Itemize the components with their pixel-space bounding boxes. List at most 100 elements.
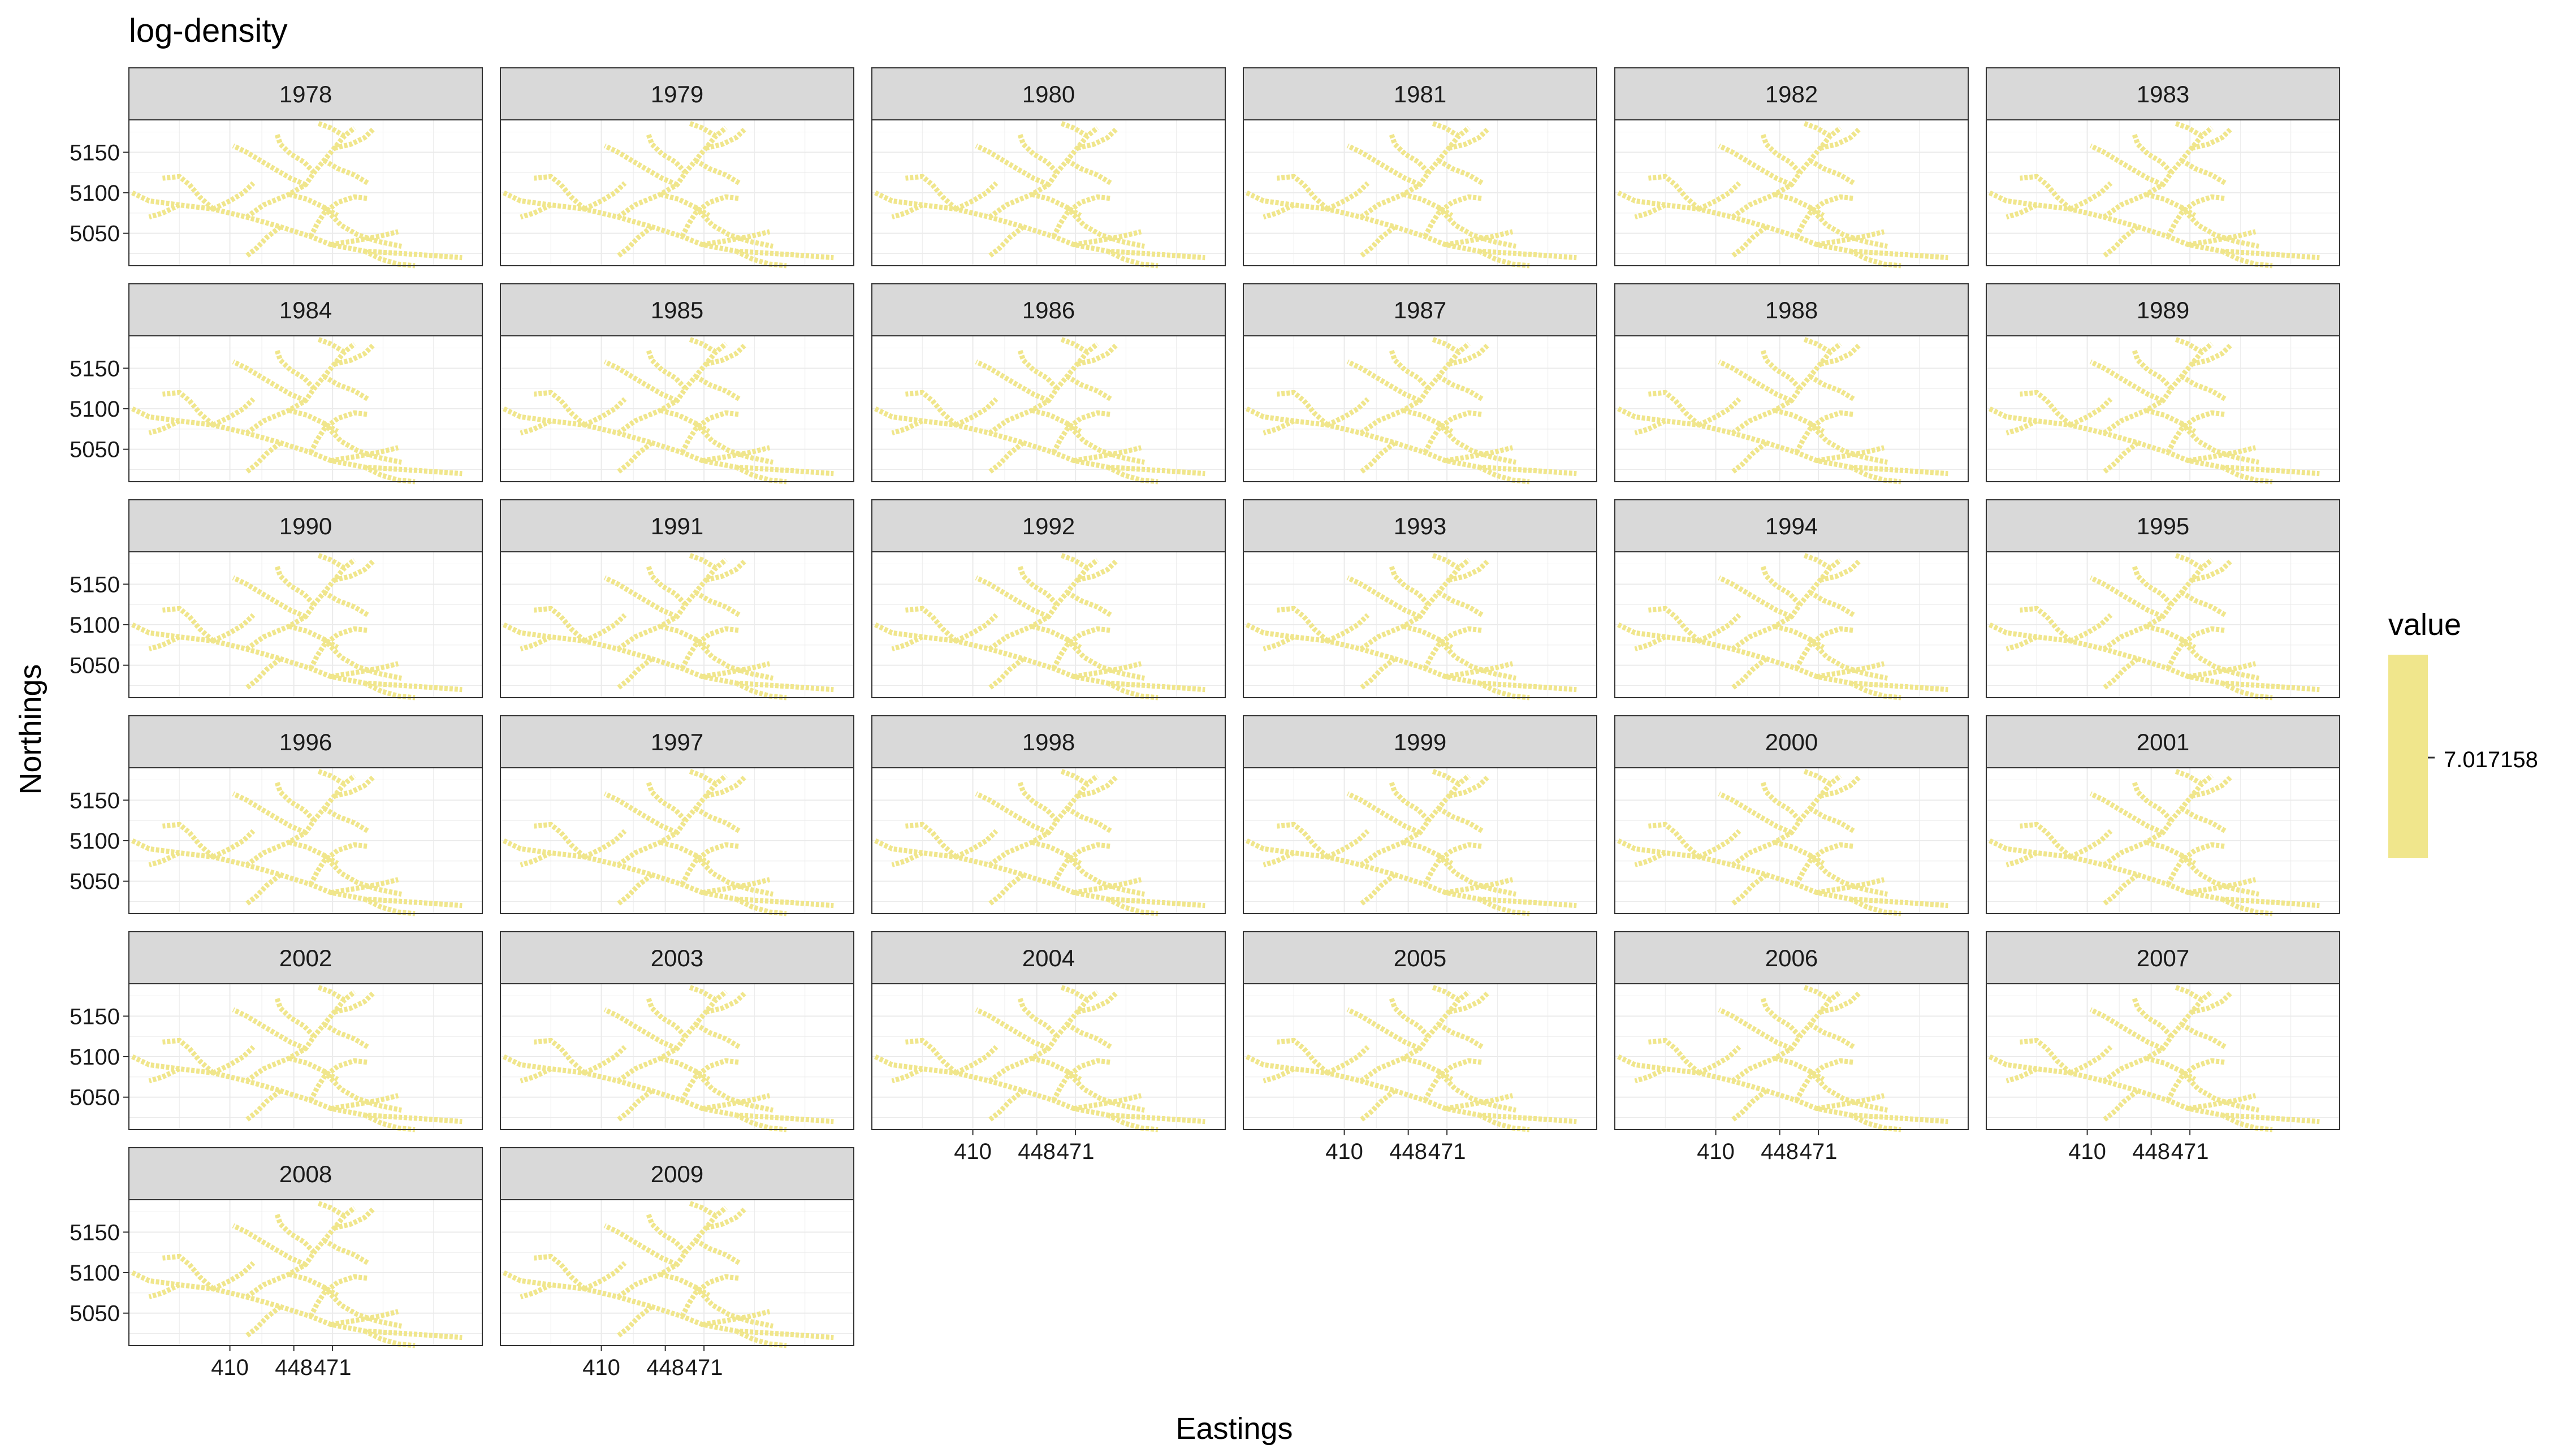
x-tick-label: 471 — [1057, 1139, 1095, 1164]
river-segment — [688, 768, 718, 786]
river-segment — [211, 829, 256, 859]
river-segment — [1648, 390, 1701, 427]
river-segment — [603, 1007, 678, 1051]
river-segment — [694, 158, 741, 185]
gridlines — [1986, 120, 2340, 266]
river-segment — [1073, 229, 1142, 248]
river-segment — [2089, 791, 2164, 835]
river-segment — [1065, 421, 1146, 465]
river-segment — [659, 624, 711, 650]
y-tick-label: 5050 — [70, 654, 120, 678]
density-cells — [131, 768, 463, 916]
river-segment — [330, 445, 399, 464]
river-segment — [1423, 410, 1483, 454]
river-segment — [330, 877, 399, 896]
river-segment — [1389, 781, 1430, 823]
river-segment — [274, 1213, 316, 1255]
facet-strip — [1614, 931, 1969, 984]
river-segment — [211, 1045, 256, 1075]
facet-panel: 1987 — [1243, 283, 1597, 485]
river-segment — [322, 421, 403, 465]
river-segment — [2069, 829, 2113, 859]
y-tick-label: 5050 — [70, 222, 120, 247]
legend-label: 7.017158 — [2444, 747, 2538, 772]
river-segment — [1065, 1022, 1112, 1049]
facet-strip-label: 1987 — [1394, 297, 1446, 323]
river-segment — [1477, 681, 1530, 700]
river-segment — [363, 1329, 416, 1348]
river-segment — [245, 656, 282, 690]
river-segment — [1816, 661, 1885, 680]
river-segment — [330, 1093, 399, 1112]
river-segment — [646, 997, 688, 1039]
river-segment — [2069, 1045, 2113, 1075]
river-segment — [2179, 637, 2260, 681]
river-segment — [1436, 421, 1517, 465]
river-segment — [1774, 192, 1825, 218]
y-tick-label: 5100 — [70, 181, 120, 206]
x-tick-label: 410 — [211, 1355, 249, 1380]
river-segment — [308, 842, 369, 886]
x-tick-label: 410 — [1697, 1139, 1735, 1164]
river-segment — [1277, 390, 1329, 427]
river-segment — [520, 1282, 552, 1300]
gridlines — [129, 336, 482, 482]
density-cells — [1617, 336, 1948, 485]
facet-panel: 2002 5050 5100 5150 — [70, 931, 483, 1132]
river-segment — [2069, 181, 2113, 211]
y-tick-label: 5050 — [70, 438, 120, 462]
river-segment — [1445, 877, 1514, 896]
x-tick-label: 448 — [1761, 1139, 1799, 1164]
gridlines — [872, 984, 1225, 1130]
river-segment — [2173, 768, 2203, 786]
river-segment — [2102, 872, 2140, 906]
facet-strip — [500, 499, 854, 552]
river-segment — [330, 661, 399, 680]
river-segment — [2220, 465, 2273, 485]
facet-strip-label: 1993 — [1394, 513, 1446, 539]
river-segment — [334, 775, 375, 799]
river-segment — [1477, 465, 1530, 485]
river-segment — [1808, 806, 1855, 833]
river-segment — [2020, 821, 2072, 859]
y-tick-label: 5100 — [70, 613, 120, 638]
river-segment — [520, 202, 552, 220]
river-segment — [1774, 624, 1825, 650]
river-segment — [1849, 249, 1901, 269]
river-segment — [148, 634, 181, 652]
density-cells — [1989, 552, 2320, 700]
river-segment — [316, 1200, 346, 1218]
river-segment — [734, 1329, 787, 1348]
facet-strip — [1986, 67, 2340, 120]
panel-border — [871, 983, 1226, 1130]
river-segment — [891, 634, 924, 652]
river-segment — [1718, 791, 1793, 835]
gridlines — [1615, 120, 1968, 266]
facet-panel: 1994 — [1614, 499, 1969, 700]
river-segment — [1802, 768, 1832, 786]
river-segment — [1648, 1037, 1701, 1075]
river-segment — [2173, 984, 2203, 1002]
river-segment — [1731, 1088, 1768, 1122]
river-segment — [2102, 224, 2140, 258]
x-tick-label: 471 — [685, 1355, 723, 1380]
river-segment — [2102, 1088, 2140, 1122]
river-segment — [646, 565, 688, 607]
density-cells — [874, 552, 1205, 700]
river-segment — [1346, 791, 1421, 835]
panel-border — [871, 767, 1226, 914]
river-segment — [603, 791, 678, 835]
x-tick-label: 471 — [1428, 1139, 1466, 1164]
facet-strip-label: 2001 — [2137, 729, 2189, 755]
river-segment — [1808, 1022, 1855, 1049]
x-tick-label: 448 — [1389, 1139, 1427, 1164]
river-segment — [288, 1056, 339, 1082]
river-segment — [688, 1200, 718, 1218]
river-segment — [334, 559, 375, 583]
river-segment — [1077, 559, 1118, 583]
river-segment — [1697, 1045, 1741, 1075]
river-segment — [1849, 681, 1901, 700]
river-segment — [2020, 606, 2072, 643]
river-segment — [688, 552, 718, 570]
river-segment — [688, 336, 718, 354]
